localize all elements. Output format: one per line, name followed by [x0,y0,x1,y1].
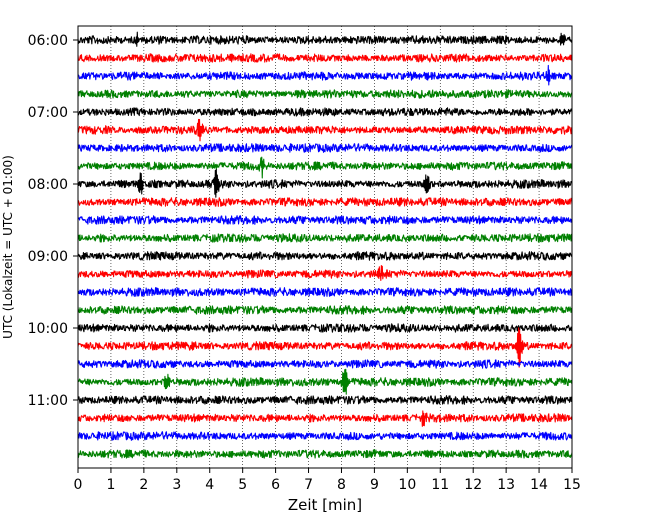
x-tick-label: 9 [370,477,379,493]
x-axis-ticks: 0 1 2 3 4 5 6 7 8 9 10 11 12 13 14 15 [74,468,581,493]
trace-row-9 [77,197,573,207]
x-tick-label: 10 [398,477,416,493]
trace-row-14 [77,287,573,297]
trace-row-21 [77,410,573,427]
y-tick-label: 07:00 [28,105,68,121]
trace-row-0 [77,31,573,47]
trace-row-16 [77,323,573,333]
x-tick-label: 0 [74,477,83,493]
trace-row-4 [77,107,573,117]
trace-row-11 [77,233,573,243]
trace-row-5 [77,118,573,142]
trace-row-20 [77,395,573,405]
x-tick-label: 8 [337,477,346,493]
trace-row-12 [77,251,573,261]
x-tick-label: 12 [464,477,482,493]
trace-row-3 [77,89,573,99]
x-tick-label: 14 [530,477,548,493]
x-axis-label: Zeit [min] [288,496,362,514]
y-tick-label: 10:00 [28,321,68,337]
x-tick-label: 4 [205,477,214,493]
trace-row-17 [77,327,573,368]
x-tick-label: 1 [106,477,115,493]
y-tick-label: 11:00 [28,393,68,409]
trace-row-23 [77,449,573,459]
x-tick-label: 3 [172,477,181,493]
trace-row-7 [77,156,573,179]
plot-background [78,26,572,468]
trace-row-6 [77,143,573,153]
x-tick-label: 15 [563,477,581,493]
trace-row-8 [77,169,573,198]
trace-row-2 [77,64,573,86]
trace-row-22 [77,431,573,441]
trace-row-15 [77,305,573,315]
trace-row-18 [77,359,573,369]
x-tick-label: 7 [304,477,313,493]
trace-row-13 [77,265,573,282]
plot-frame [77,25,573,469]
y-tick-label: 08:00 [28,177,68,193]
x-tick-label: 6 [271,477,280,493]
x-tick-label: 13 [497,477,515,493]
seismic-traces [77,31,573,459]
x-tick-label: 5 [238,477,247,493]
x-tick-label: 2 [139,477,148,493]
trace-row-1 [77,53,573,63]
y-tick-label: 09:00 [28,249,68,265]
trace-row-19 [77,368,573,395]
x-tick-label: 11 [431,477,449,493]
y-axis-label: UTC (Lokalzeit = UTC + 01:00) [1,155,15,339]
y-axis-ticks: 06:00 07:00 08:00 09:00 10:00 11:00 [28,33,78,409]
y-tick-label: 06:00 [28,33,68,49]
trace-row-10 [77,215,573,225]
